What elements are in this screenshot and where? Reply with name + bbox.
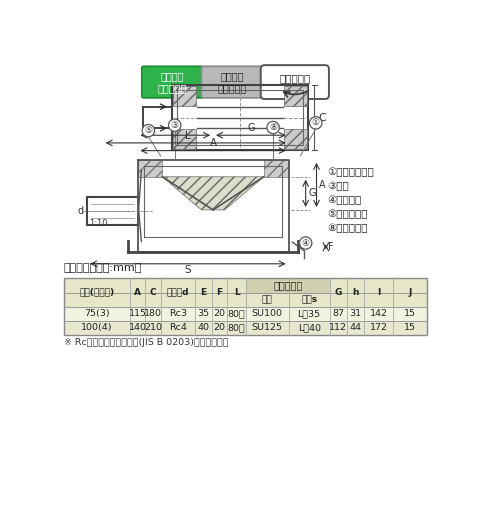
- Text: 15: 15: [404, 310, 416, 319]
- Text: 寸法表　＜単位:mm＞: 寸法表 ＜単位:mm＞: [64, 263, 142, 273]
- Circle shape: [142, 125, 155, 137]
- Text: ③本体: ③本体: [327, 181, 349, 191]
- Text: A: A: [134, 288, 141, 297]
- Text: ④: ④: [301, 238, 310, 248]
- Text: 呼称(インチ): 呼称(インチ): [79, 288, 114, 297]
- Text: ねじ込み式: ねじ込み式: [279, 73, 311, 83]
- Bar: [173, 86, 196, 106]
- Text: F: F: [216, 288, 223, 297]
- Text: ③: ③: [170, 121, 179, 130]
- Text: ⑤: ⑤: [144, 126, 153, 135]
- FancyBboxPatch shape: [202, 66, 263, 98]
- Text: E: E: [172, 123, 179, 133]
- Bar: [246, 278, 330, 293]
- Text: SU100: SU100: [252, 310, 283, 319]
- Text: 100(4): 100(4): [81, 323, 113, 332]
- Bar: [64, 278, 427, 334]
- Bar: [64, 278, 427, 334]
- Bar: [64, 321, 427, 334]
- Polygon shape: [162, 177, 264, 210]
- Text: 142: 142: [370, 310, 387, 319]
- Text: 31: 31: [349, 310, 361, 319]
- Text: ねじ径d: ねじ径d: [167, 288, 189, 297]
- Text: ④アンカー: ④アンカー: [327, 195, 361, 205]
- Bar: [284, 86, 307, 106]
- Bar: [284, 129, 307, 149]
- Text: Rc4: Rc4: [169, 323, 187, 332]
- Text: F: F: [328, 242, 334, 252]
- Text: C: C: [319, 112, 326, 122]
- Text: 塗　　膜: 塗 膜: [161, 70, 184, 81]
- Circle shape: [300, 237, 312, 249]
- Text: h: h: [352, 288, 359, 297]
- Text: J: J: [408, 288, 412, 297]
- Text: G: G: [247, 123, 254, 133]
- Text: L－40: L－40: [298, 323, 321, 332]
- Text: L: L: [185, 130, 191, 140]
- Text: 112: 112: [329, 323, 347, 332]
- Text: 長さs: 長さs: [301, 296, 317, 305]
- Text: 172: 172: [370, 323, 387, 332]
- Text: 115: 115: [129, 310, 146, 319]
- Text: 140: 140: [129, 323, 146, 332]
- FancyBboxPatch shape: [261, 65, 329, 99]
- Text: d: d: [78, 206, 84, 216]
- Circle shape: [310, 117, 322, 129]
- Text: 規格: 規格: [262, 296, 273, 305]
- Text: L－35: L－35: [298, 310, 321, 319]
- FancyBboxPatch shape: [142, 66, 203, 98]
- Bar: [172, 85, 308, 150]
- Text: ①: ①: [312, 118, 320, 127]
- Text: ①ストレーナー: ①ストレーナー: [327, 167, 374, 178]
- Text: SU125: SU125: [252, 323, 283, 332]
- Text: ※ Rcは管用テーパめねじ(JIS B 0203)を表します。: ※ Rcは管用テーパめねじ(JIS B 0203)を表します。: [64, 338, 228, 347]
- Text: 210: 210: [144, 323, 162, 332]
- Text: 15: 15: [404, 323, 416, 332]
- Bar: [137, 160, 162, 177]
- Text: 20: 20: [214, 323, 226, 332]
- Text: C: C: [150, 288, 156, 297]
- Text: A: A: [319, 180, 325, 190]
- Text: 87: 87: [332, 310, 344, 319]
- Text: ⑤スペーサー: ⑤スペーサー: [327, 209, 368, 219]
- Text: S: S: [185, 266, 191, 276]
- Text: 35: 35: [197, 310, 209, 319]
- Text: モルタル: モルタル: [220, 70, 244, 81]
- Bar: [264, 160, 288, 177]
- Text: I: I: [377, 288, 380, 297]
- Text: 防　水　用: 防 水 用: [217, 83, 247, 93]
- Text: L: L: [234, 288, 240, 297]
- Circle shape: [168, 119, 181, 131]
- Bar: [173, 129, 196, 149]
- Text: 75(3): 75(3): [84, 310, 109, 319]
- Text: Rc3: Rc3: [169, 310, 187, 319]
- Text: A: A: [209, 138, 216, 148]
- Text: 防　水　用: 防 水 用: [158, 83, 187, 93]
- Text: ⑧つまみネジ: ⑧つまみネジ: [327, 223, 368, 233]
- Text: 80〜: 80〜: [228, 323, 246, 332]
- Text: 1:10: 1:10: [89, 218, 108, 227]
- Circle shape: [267, 121, 279, 134]
- Text: 44: 44: [349, 323, 361, 332]
- Text: G: G: [309, 188, 316, 198]
- Text: 80〜: 80〜: [228, 310, 246, 319]
- Text: スペーサー: スペーサー: [273, 280, 302, 290]
- Text: 180: 180: [144, 310, 162, 319]
- Text: G: G: [335, 288, 342, 297]
- Bar: [64, 307, 427, 321]
- Text: E: E: [200, 288, 206, 297]
- Text: 20: 20: [214, 310, 226, 319]
- Text: 40: 40: [197, 323, 209, 332]
- Text: ⑧: ⑧: [269, 123, 277, 132]
